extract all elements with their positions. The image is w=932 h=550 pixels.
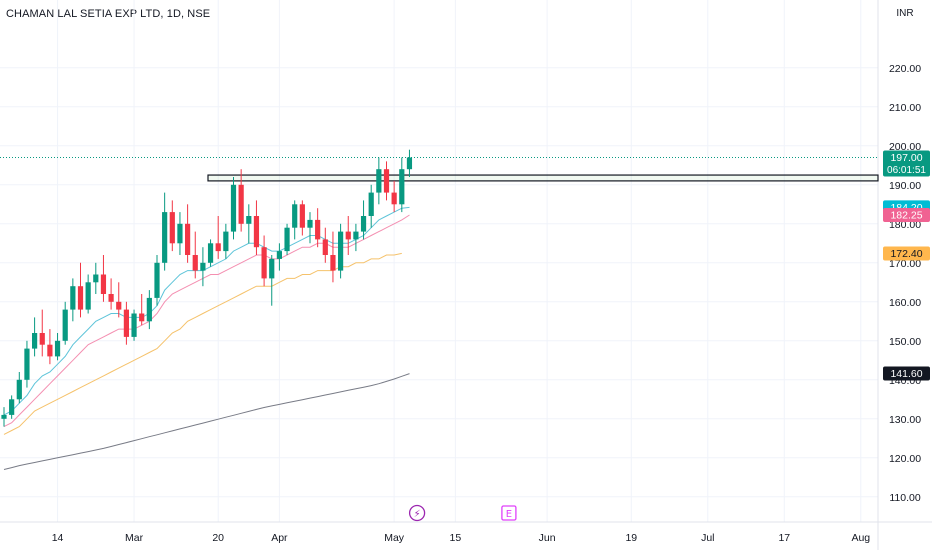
price-axis-label-text: 141.60: [890, 368, 922, 380]
candle-body[interactable]: [322, 239, 328, 255]
candle-body[interactable]: [207, 243, 214, 263]
candle-body[interactable]: [32, 333, 38, 349]
candle-body[interactable]: [246, 216, 252, 224]
candle-body[interactable]: [376, 169, 382, 193]
candle-body[interactable]: [276, 251, 282, 259]
x-tick-label: 15: [450, 532, 462, 544]
candle-body[interactable]: [139, 313, 145, 322]
candle-body[interactable]: [338, 231, 344, 271]
candle-body[interactable]: [399, 169, 405, 205]
candle-body[interactable]: [24, 348, 30, 380]
x-tick-label: Jul: [701, 532, 714, 544]
candle-body[interactable]: [131, 313, 137, 337]
candle-body[interactable]: [85, 282, 91, 310]
event-marker-glyph: ⚡: [414, 509, 421, 520]
price-axis-label-text: 182.25: [890, 210, 922, 222]
candle-body[interactable]: [162, 212, 168, 263]
price-axis-label: [883, 366, 930, 381]
dividend-marker-icon[interactable]: [408, 504, 426, 522]
candle-body[interactable]: [261, 247, 267, 279]
price-axis-label-text: 172.40: [890, 248, 922, 260]
earnings-marker-icon[interactable]: [501, 505, 517, 521]
candle-body[interactable]: [54, 340, 61, 357]
x-tick-label: 14: [52, 532, 64, 544]
candle-body[interactable]: [93, 274, 99, 283]
candle-body[interactable]: [330, 255, 336, 271]
candle-body[interactable]: [185, 223, 191, 255]
candle-body[interactable]: [116, 301, 122, 310]
y-tick-label: 150.00: [889, 336, 921, 348]
candle-body[interactable]: [39, 333, 45, 345]
price-axis-label-text: 197.00: [890, 152, 922, 164]
candle-body[interactable]: [169, 212, 175, 244]
candle-body[interactable]: [406, 157, 413, 170]
price-axis-label: [883, 150, 930, 177]
chart-title: CHAMAN LAL SETIA EXP LTD, 1D, NSE: [6, 8, 211, 20]
candle-body[interactable]: [391, 192, 397, 205]
y-tick-label: 170.00: [889, 258, 921, 270]
candle-body[interactable]: [269, 258, 275, 279]
candle-body[interactable]: [238, 184, 244, 224]
y-tick-label: 120.00: [889, 453, 921, 465]
x-tick-label: May: [384, 532, 405, 544]
currency-label: INR: [896, 8, 913, 19]
candle-body[interactable]: [192, 255, 198, 271]
event-marker-glyph: E: [506, 509, 512, 520]
y-tick-label: 160.00: [889, 297, 921, 309]
candle-body[interactable]: [146, 297, 152, 322]
y-tick-label: 220.00: [889, 63, 921, 75]
candle-body[interactable]: [16, 379, 22, 400]
candle-body[interactable]: [230, 184, 237, 232]
candle-body[interactable]: [284, 227, 290, 252]
y-tick-label: 200.00: [889, 141, 921, 153]
price-axis-label: [883, 208, 930, 223]
candle-body[interactable]: [108, 294, 114, 302]
candle-body[interactable]: [177, 223, 183, 244]
candle-body[interactable]: [154, 262, 160, 298]
x-tick-label: Jun: [539, 532, 556, 544]
candle-body[interactable]: [353, 231, 359, 240]
x-tick-label: 17: [778, 532, 790, 544]
candle-body[interactable]: [70, 286, 76, 310]
y-tick-label: 210.00: [889, 102, 921, 114]
candle-body[interactable]: [253, 216, 260, 248]
candle-body[interactable]: [368, 192, 374, 216]
candle-body[interactable]: [77, 286, 84, 310]
candle-body[interactable]: [123, 309, 129, 337]
candle-body[interactable]: [292, 204, 298, 228]
x-tick-label: 19: [625, 532, 637, 544]
candle-body[interactable]: [200, 262, 206, 271]
y-tick-label: 190.00: [889, 180, 921, 192]
y-tick-label: 110.00: [889, 492, 920, 504]
candle-body[interactable]: [299, 204, 305, 228]
candle-body[interactable]: [345, 231, 351, 240]
x-tick-label: Apr: [271, 532, 288, 544]
candle-body[interactable]: [383, 169, 390, 193]
candle-body[interactable]: [223, 231, 229, 252]
resistance-zone: [207, 174, 879, 182]
x-tick-label: 20: [212, 532, 224, 544]
candle-body[interactable]: [9, 399, 15, 415]
candle-body[interactable]: [47, 344, 53, 357]
candle-body[interactable]: [307, 219, 313, 228]
candle-body[interactable]: [100, 274, 107, 295]
price-axis-label: [883, 246, 930, 261]
x-tick-label: Mar: [125, 532, 144, 544]
candle-body[interactable]: [315, 219, 321, 240]
candle-body[interactable]: [215, 243, 221, 252]
countdown-label: 06:01:51: [887, 165, 926, 176]
candle-body[interactable]: [62, 309, 68, 341]
y-tick-label: 130.00: [889, 414, 921, 426]
x-tick-label: Aug: [851, 532, 870, 544]
candle-body[interactable]: [360, 216, 367, 232]
moving-average-line: [3, 373, 410, 470]
candle-body[interactable]: [1, 414, 7, 419]
